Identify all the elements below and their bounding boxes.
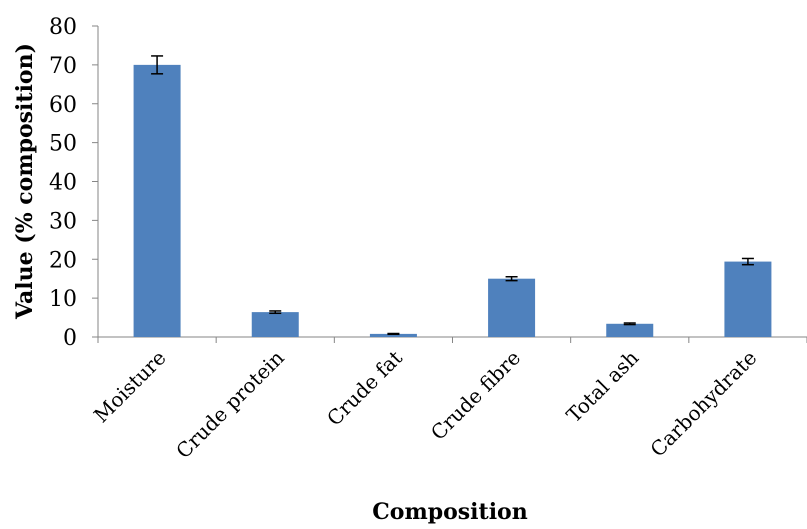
y-tick-label: 30: [49, 209, 77, 234]
y-tick-label: 40: [49, 171, 77, 196]
bar-crude-fibre: [488, 278, 536, 337]
y-tick-label: 20: [49, 248, 77, 273]
x-axis-title: Composition: [372, 499, 527, 525]
y-tick-label: 70: [49, 54, 77, 79]
y-tick-label: 10: [49, 287, 77, 312]
bar-total-ash: [606, 323, 654, 337]
x-category-label: Total ash: [562, 345, 644, 427]
y-tick-label: 0: [63, 326, 77, 351]
bar-crude-fat: [369, 333, 417, 337]
x-category-label: Crude fibre: [426, 346, 525, 445]
x-category-label: Carbohydrate: [645, 346, 761, 462]
bar-moisture: [133, 64, 181, 337]
y-tick-label: 50: [49, 132, 77, 157]
x-category-label: Crude fat: [322, 346, 407, 431]
x-category-label: Moisture: [89, 346, 171, 428]
x-category-label: Crude protein: [171, 345, 289, 463]
y-axis-title: Value (% composition): [12, 43, 38, 320]
y-tick-label: 80: [49, 15, 77, 40]
bar-crude-protein: [251, 312, 299, 337]
bar-carbohydrate: [724, 261, 772, 337]
plot-area: 0 10 20 30 40 50 60 70 80 Moisture Crude protein Cr…: [49, 15, 807, 463]
y-tick-label: 60: [49, 93, 77, 118]
